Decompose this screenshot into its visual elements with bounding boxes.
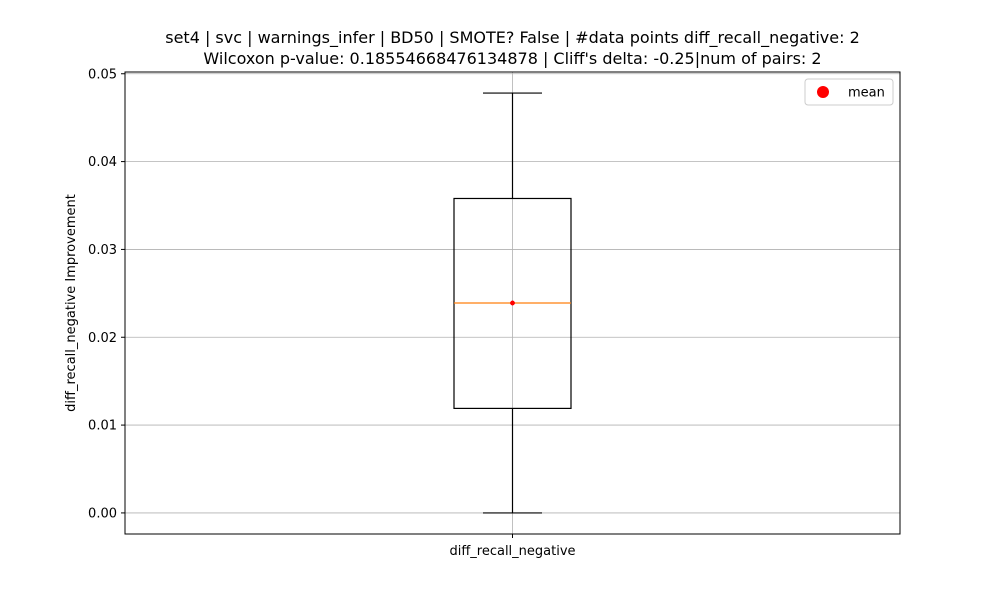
mean-marker [510, 300, 515, 306]
chart-title-line-2: Wilcoxon p-value: 0.18554668476134878 | … [203, 49, 821, 68]
y-tick-label: 0.05 [88, 67, 117, 82]
chart-title-line-1: set4 | svc | warnings_infer | BD50 | SMO… [165, 28, 860, 48]
y-axis-ticks: 0.00 0.01 0.02 0.03 0.04 0.05 [88, 67, 125, 521]
y-tick-label: 0.02 [88, 331, 117, 346]
y-tick-label: 0.03 [88, 243, 117, 258]
box-diff_recall_negative [453, 92, 572, 514]
y-tick-label: 0.01 [88, 419, 117, 434]
y-tick-label: 0.00 [88, 506, 117, 521]
legend: mean [804, 78, 894, 106]
box-plot-series [453, 92, 572, 514]
x-axis-ticks: diff_recall_negative [449, 534, 576, 559]
y-axis-label: diff_recall_negative Improvement [64, 194, 79, 412]
legend-frame [804, 78, 894, 106]
y-tick-label: 0.04 [88, 155, 117, 170]
legend-marker-mean [817, 86, 829, 98]
legend-label-mean: mean [848, 86, 885, 101]
x-tick-label: diff_recall_negative [449, 544, 575, 559]
